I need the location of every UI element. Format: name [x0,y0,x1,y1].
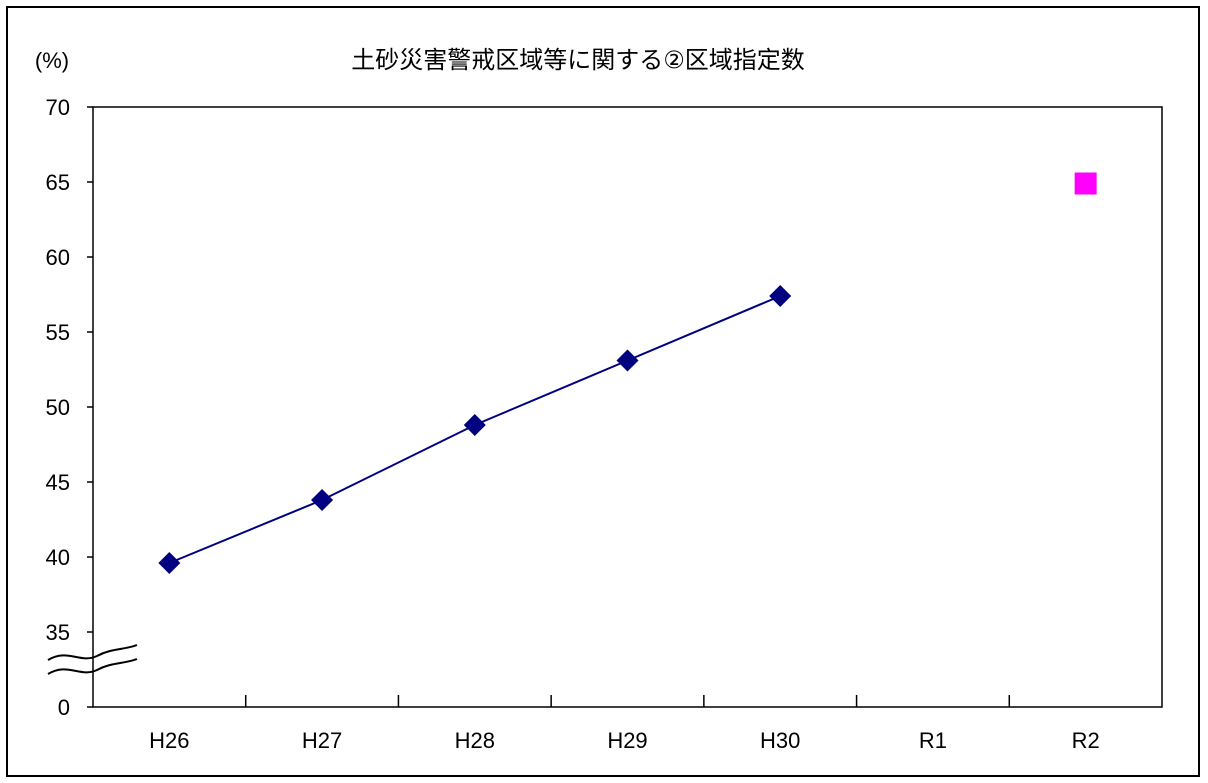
series-layer [158,172,1097,574]
x-tick-label: R2 [1072,728,1100,753]
data-point-diamond [311,489,334,511]
y-axis: 0 35 40 45 50 55 60 65 70 [46,95,93,720]
x-tick-label: H29 [607,728,647,753]
x-tick-label: H30 [760,728,800,753]
data-point-square [1074,172,1097,195]
data-point-diamond [463,414,486,436]
y-tick-label: 50 [46,395,70,420]
x-tick-label: R1 [919,728,947,753]
y-tick-label: 65 [46,170,70,195]
plot-area [92,106,1163,708]
plot-border [92,106,1163,708]
x-tick-label: H28 [455,728,495,753]
data-point-diamond [616,349,639,372]
chart-title: 土砂災害警戒区域等に関する②区域指定数 [351,46,805,74]
x-axis: H26 H27 H28 H29 H30 R1 R2 [149,695,1100,753]
y-tick-label: 40 [46,545,70,570]
x-tick-label: H27 [302,728,342,753]
y-tick-label: 0 [58,695,70,720]
y-tick-label: 35 [46,620,70,645]
y-axis-unit-label: (%) [35,48,69,73]
x-tick-label: H26 [149,728,189,753]
y-tick-label: 70 [46,95,70,120]
axis-break-mark [47,644,138,675]
data-point-diamond [769,285,792,307]
y-tick-label: 45 [46,470,70,495]
y-tick-label: 60 [46,245,70,270]
chart-frame [6,6,1200,777]
y-tick-label: 55 [46,320,70,345]
data-point-diamond [158,552,181,574]
